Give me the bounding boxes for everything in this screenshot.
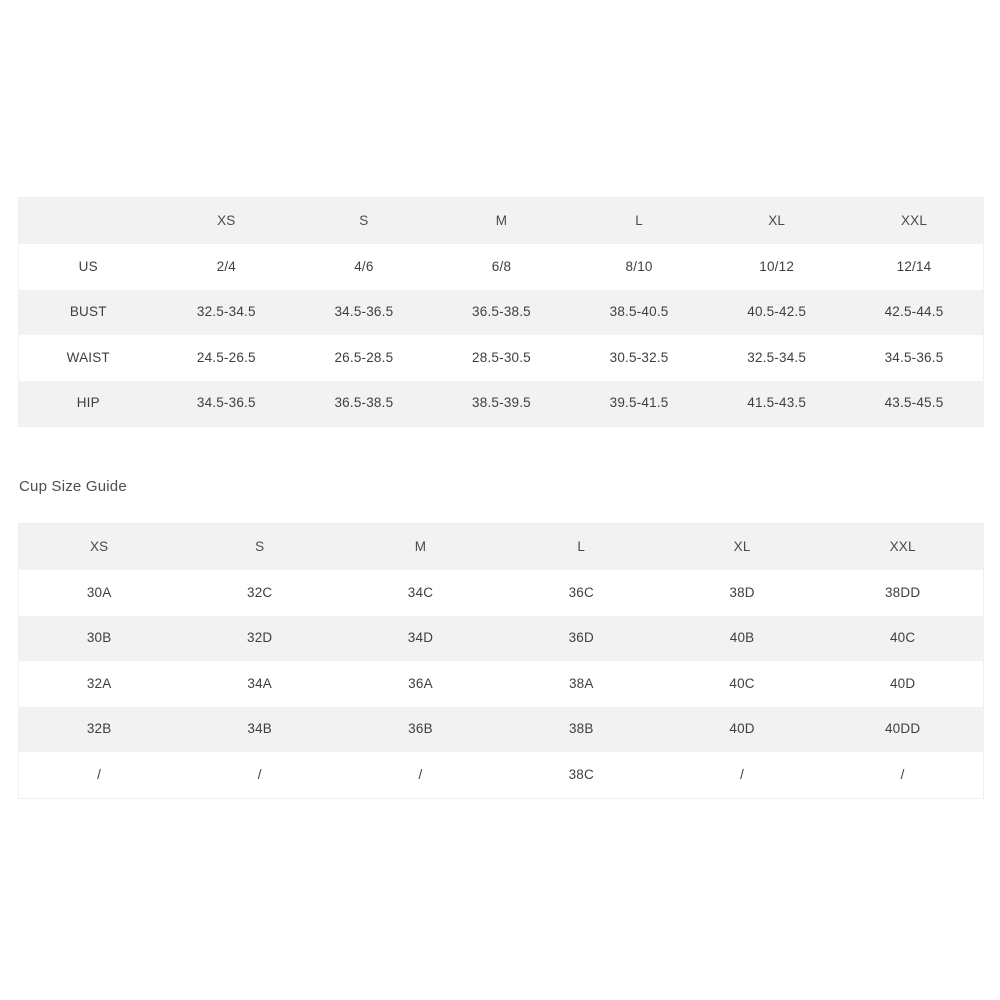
measurement-size-table: XS S M L XL XXL US 2/4 4/6 6/8 8/10 10/1… — [18, 197, 984, 427]
cup-cell-r5-xxl: / — [822, 752, 984, 798]
cup-header-row: XS S M L XL XXL — [18, 523, 984, 570]
measurement-header-row: XS S M L XL XXL — [18, 197, 984, 244]
cup-cell-r1-s: 32C — [179, 570, 341, 616]
row-label-us: US — [18, 244, 158, 290]
row-label-hip: HIP — [18, 380, 158, 427]
table-row: 30A 32C 34C 36C 38D 38DD — [18, 570, 984, 616]
cup-cell-r4-xxl: 40DD — [822, 706, 984, 752]
cup-cell-r4-xl: 40D — [661, 706, 823, 752]
measurement-header-l: L — [570, 197, 708, 244]
cup-table-head: XS S M L XL XXL — [18, 523, 984, 570]
cup-header-xs: XS — [18, 523, 180, 570]
table-row: 32A 34A 36A 38A 40C 40D — [18, 661, 984, 707]
measurement-header-s: S — [295, 197, 433, 244]
cell-waist-m: 28.5-30.5 — [432, 335, 571, 381]
cell-bust-xs: 32.5-34.5 — [157, 289, 296, 335]
cell-hip-xs: 34.5-36.5 — [157, 380, 296, 427]
table-row: US 2/4 4/6 6/8 8/10 10/12 12/14 — [18, 244, 984, 290]
row-label-bust: BUST — [18, 289, 158, 335]
measurement-header-xs: XS — [157, 197, 296, 244]
cell-bust-m: 36.5-38.5 — [432, 289, 571, 335]
cup-cell-r3-xs: 32A — [18, 661, 180, 707]
measurement-table-container: XS S M L XL XXL US 2/4 4/6 6/8 8/10 10/1… — [18, 197, 984, 427]
cup-cell-r1-xl: 38D — [661, 570, 823, 616]
cell-waist-xxl: 34.5-36.5 — [845, 335, 984, 381]
cup-cell-r1-l: 36C — [500, 570, 662, 616]
cell-bust-s: 34.5-36.5 — [295, 289, 433, 335]
cup-cell-r4-s: 34B — [179, 706, 341, 752]
table-row: WAIST 24.5-26.5 26.5-28.5 28.5-30.5 30.5… — [18, 335, 984, 381]
cup-cell-r3-l: 38A — [500, 661, 662, 707]
cup-cell-r1-m: 34C — [340, 570, 501, 616]
cup-header-s: S — [179, 523, 341, 570]
cup-cell-r2-xxl: 40C — [822, 615, 984, 661]
table-row: BUST 32.5-34.5 34.5-36.5 36.5-38.5 38.5-… — [18, 289, 984, 335]
cup-cell-r5-m: / — [340, 752, 501, 798]
cup-cell-r3-s: 34A — [179, 661, 341, 707]
cell-hip-xxl: 43.5-45.5 — [845, 380, 984, 427]
measurement-header-xxl: XXL — [845, 197, 984, 244]
cell-bust-l: 38.5-40.5 — [570, 289, 708, 335]
cell-hip-s: 36.5-38.5 — [295, 380, 433, 427]
cup-cell-r2-xs: 30B — [18, 615, 180, 661]
cell-us-m: 6/8 — [432, 244, 571, 290]
cup-cell-r5-l: 38C — [500, 752, 662, 798]
cup-size-table-container: XS S M L XL XXL 30A 32C 34C 36C 38D 38DD — [18, 523, 984, 799]
measurement-header-blank — [18, 197, 158, 244]
cell-hip-xl: 41.5-43.5 — [707, 380, 846, 427]
row-label-waist: WAIST — [18, 335, 158, 381]
cup-cell-r3-m: 36A — [340, 661, 501, 707]
cup-cell-r1-xs: 30A — [18, 570, 180, 616]
cell-us-xxl: 12/14 — [845, 244, 984, 290]
cell-us-xs: 2/4 — [157, 244, 296, 290]
cell-waist-xl: 32.5-34.5 — [707, 335, 846, 381]
cup-cell-r2-m: 34D — [340, 615, 501, 661]
cup-cell-r5-xs: / — [18, 752, 180, 798]
cup-cell-r5-xl: / — [661, 752, 823, 798]
table-row: HIP 34.5-36.5 36.5-38.5 38.5-39.5 39.5-4… — [18, 380, 984, 427]
cup-header-l: L — [500, 523, 662, 570]
cup-cell-r1-xxl: 38DD — [822, 570, 984, 616]
measurement-header-xl: XL — [707, 197, 846, 244]
cup-cell-r2-s: 32D — [179, 615, 341, 661]
cup-size-table: XS S M L XL XXL 30A 32C 34C 36C 38D 38DD — [18, 523, 984, 799]
cup-cell-r4-xs: 32B — [18, 706, 180, 752]
cell-waist-xs: 24.5-26.5 — [157, 335, 296, 381]
cup-table-body: 30A 32C 34C 36C 38D 38DD 30B 32D 34D 36D… — [18, 570, 984, 798]
cell-hip-l: 39.5-41.5 — [570, 380, 708, 427]
cell-us-s: 4/6 — [295, 244, 433, 290]
table-row: 32B 34B 36B 38B 40D 40DD — [18, 706, 984, 752]
cup-cell-r2-xl: 40B — [661, 615, 823, 661]
measurement-table-head: XS S M L XL XXL — [18, 197, 984, 244]
cup-header-xl: XL — [661, 523, 823, 570]
cell-waist-l: 30.5-32.5 — [570, 335, 708, 381]
cell-us-xl: 10/12 — [707, 244, 846, 290]
measurement-table-body: US 2/4 4/6 6/8 8/10 10/12 12/14 BUST 32.… — [18, 244, 984, 427]
cell-bust-xxl: 42.5-44.5 — [845, 289, 984, 335]
cup-cell-r4-m: 36B — [340, 706, 501, 752]
cup-cell-r3-xxl: 40D — [822, 661, 984, 707]
cup-header-m: M — [340, 523, 501, 570]
cup-cell-r5-s: / — [179, 752, 341, 798]
cup-header-xxl: XXL — [822, 523, 984, 570]
cup-cell-r4-l: 38B — [500, 706, 662, 752]
table-row: 30B 32D 34D 36D 40B 40C — [18, 615, 984, 661]
cell-bust-xl: 40.5-42.5 — [707, 289, 846, 335]
table-row: / / / 38C / / — [18, 752, 984, 798]
measurement-header-m: M — [432, 197, 571, 244]
cup-cell-r2-l: 36D — [500, 615, 662, 661]
cup-cell-r3-xl: 40C — [661, 661, 823, 707]
cell-hip-m: 38.5-39.5 — [432, 380, 571, 427]
cup-size-guide-heading: Cup Size Guide — [19, 478, 127, 495]
cell-waist-s: 26.5-28.5 — [295, 335, 433, 381]
cell-us-l: 8/10 — [570, 244, 708, 290]
